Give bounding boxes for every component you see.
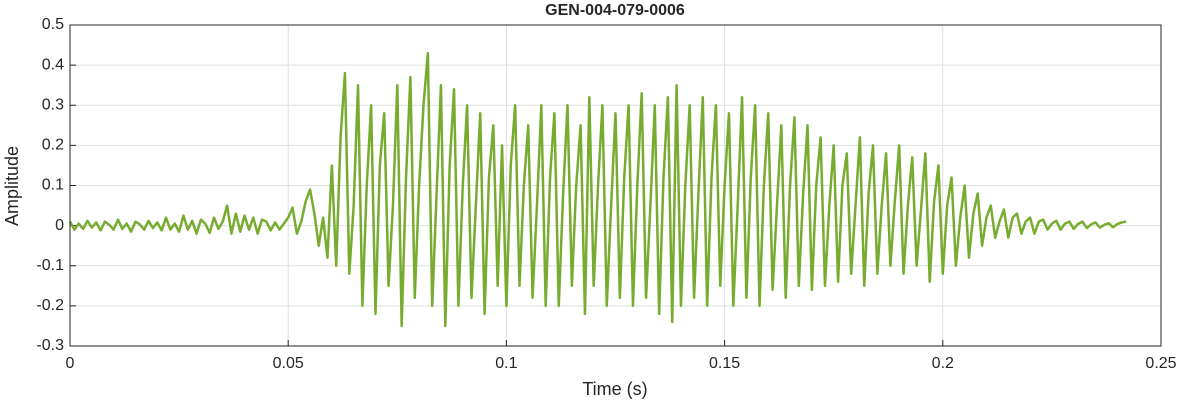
y-tick-label: 0.4 (42, 56, 64, 73)
x-axis-label: Time (s) (582, 379, 647, 399)
waveform-line (68, 51, 1127, 328)
plot-frame (69, 24, 1162, 347)
y-tick-label: 0.2 (42, 137, 64, 154)
y-tick-label: 0 (55, 217, 64, 234)
x-tick-label: 0.15 (709, 355, 740, 372)
x-tick-label: 0 (66, 355, 75, 372)
x-tick-label: 0.05 (273, 355, 304, 372)
y-tick-label: 0.5 (42, 16, 64, 33)
y-tick-label: 0.1 (42, 177, 64, 194)
x-tick-label: 0.25 (1145, 355, 1176, 372)
y-tick-label: -0.1 (36, 257, 64, 274)
x-tick-label: 0.2 (932, 355, 954, 372)
y-tick-label: -0.2 (36, 297, 64, 314)
chart-title: GEN-004-079-0006 (545, 2, 685, 19)
y-tick-label: -0.3 (36, 337, 64, 354)
x-tick-label: 0.1 (495, 355, 517, 372)
y-axis-label: Amplitude (2, 146, 22, 226)
y-tick-label: 0.3 (42, 96, 64, 113)
